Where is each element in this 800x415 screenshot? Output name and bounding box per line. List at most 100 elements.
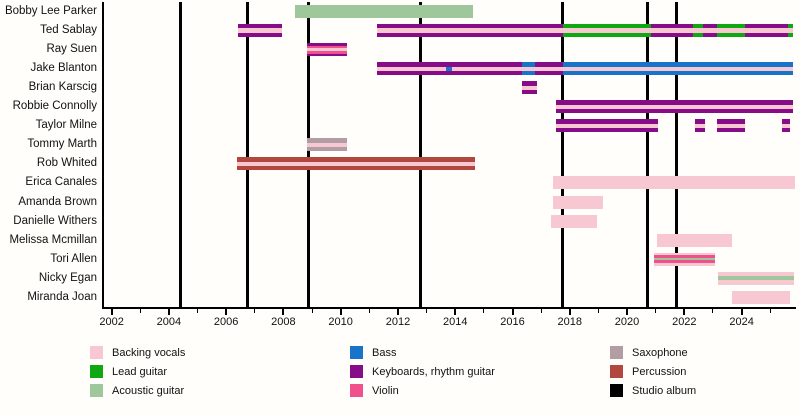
timeline-bar [556,100,794,114]
legend-item-lead_guitar: Lead guitar [90,365,167,378]
studio-album-line [674,2,678,307]
member-label: Ted Sablay [40,24,97,37]
bar-stripe-backing_vocals [377,66,447,71]
bar-stripe-keyboards_rhythm_guitar [521,89,537,95]
timeline-bar [787,24,793,38]
bar-stripe-keyboards_rhythm_guitar [716,119,746,124]
bar-stripe-keyboards_rhythm_guitar [452,62,522,67]
member-label: Miranda Joan [27,290,97,303]
bar-stripe-keyboards_rhythm_guitar [781,127,790,133]
bar-stripe-lead_guitar [787,24,793,29]
bar-stripe-lead_guitar [716,32,746,38]
timeline-bar [452,62,522,76]
x-tick [396,309,399,315]
bar-stripe-backing_vocals [716,28,746,33]
timeline-bar [552,176,795,190]
timeline-bar [717,271,794,285]
bar-stripe-backing_vocals [552,176,795,190]
studio-album-line [418,2,422,307]
bar-stripe-keyboards_rhythm_guitar [377,62,447,67]
bar-stripe-keyboards_rhythm_guitar [702,32,717,38]
member-label: Jake Blanton [30,62,98,75]
x-tick [568,309,571,315]
bar-stripe-backing_vocals [550,214,597,228]
x-tick-label: 2022 [672,316,697,328]
bar-stripe-percussion [237,157,475,162]
x-tick-label: 2020 [614,316,640,328]
bar-stripe-keyboards_rhythm_guitar [694,127,705,133]
bar-stripe-backing_vocals [781,123,790,128]
timeline-bar [377,24,563,38]
bar-stripe-backing_vocals [534,66,563,71]
member-label: Amanda Brown [18,195,97,208]
member-label: Robbie Connolly [12,100,97,113]
x-tick-label: 2012 [385,316,411,328]
x-tick [683,309,686,315]
bar-stripe-keyboards_rhythm_guitar [694,119,705,124]
bar-stripe-backing_vocals [654,263,715,266]
bar-stripe-percussion [237,166,475,171]
legend-swatch-keyboards_rhythm_guitar [350,365,363,378]
bar-stripe-backing_vocals [552,195,603,209]
bar-stripe-backing_vocals [656,233,732,247]
timeline-bar [654,252,715,266]
bar-stripe-keyboards_rhythm_guitar [452,70,522,76]
bar-stripe-backing_vocals [521,85,537,90]
bar-stripe-acoustic_guitar [654,257,715,261]
timeline-bar [656,233,732,247]
timeline-bar [446,62,453,76]
bar-stripe-backing_vocals [556,123,658,128]
bar-stripe-backing_vocals [692,28,703,33]
bar-stripe-lead_guitar [692,24,703,29]
bar-stripe-backing_vocals [452,66,522,71]
x-tick [712,309,714,313]
member-label: Taylor Milne [35,119,97,132]
bar-stripe-backing_vocals [377,28,563,33]
bar-stripe-backing_vocals [237,28,282,33]
legend-label: Acoustic guitar [112,384,185,397]
bar-stripe-backing_vocals [562,66,794,71]
x-tick [311,309,313,313]
x-tick [339,309,342,315]
bar-stripe-violin [306,45,347,49]
member-label: Erica Canales [25,176,97,189]
legend-label: Backing vocals [112,346,186,359]
bar-stripe-bass [446,66,453,71]
bar-stripe-keyboards_rhythm_guitar [534,62,563,67]
bar-stripe-keyboards_rhythm_guitar [377,24,563,29]
bar-stripe-keyboards_rhythm_guitar [702,24,717,29]
legend-swatch-acoustic_guitar [90,384,103,397]
x-tick-label: 2018 [557,316,583,328]
bar-stripe-keyboards_rhythm_guitar [446,62,453,67]
x-tick [626,309,629,315]
timeline-bar [562,62,794,76]
bar-stripe-keyboards_rhythm_guitar [651,32,693,38]
x-tick [225,309,228,315]
studio-album-line [646,2,650,307]
bar-stripe-keyboards_rhythm_guitar [556,127,658,133]
timeline-bar [745,24,788,38]
legend-swatch-percussion [610,365,623,378]
timeline-bar [521,62,535,76]
legend-swatch-saxophone [610,346,623,359]
bar-stripe-keyboards_rhythm_guitar [716,127,746,133]
studio-album-line [179,2,183,307]
bar-stripe-saxophone [306,138,347,143]
x-tick-label: 2004 [156,316,182,328]
legend-item-acoustic_guitar: Acoustic guitar [90,384,184,397]
x-tick [511,309,514,315]
timeline-bar [716,24,746,38]
bar-stripe-keyboards_rhythm_guitar [306,53,347,57]
bar-stripe-lead_guitar [562,24,652,29]
legend-label: Percussion [632,365,687,378]
bar-stripe-keyboards_rhythm_guitar [745,24,788,29]
timeline-bar [694,119,705,133]
x-tick-label: 2016 [500,316,525,328]
studio-album-line [307,2,311,307]
bar-stripe-lead_guitar [716,24,746,29]
bar-stripe-keyboards_rhythm_guitar [556,119,658,124]
legend-item-keyboards_rhythm_guitar: Keyboards, rhythm guitar [350,365,495,378]
x-tick [167,309,170,315]
timeline-bar [702,24,717,38]
